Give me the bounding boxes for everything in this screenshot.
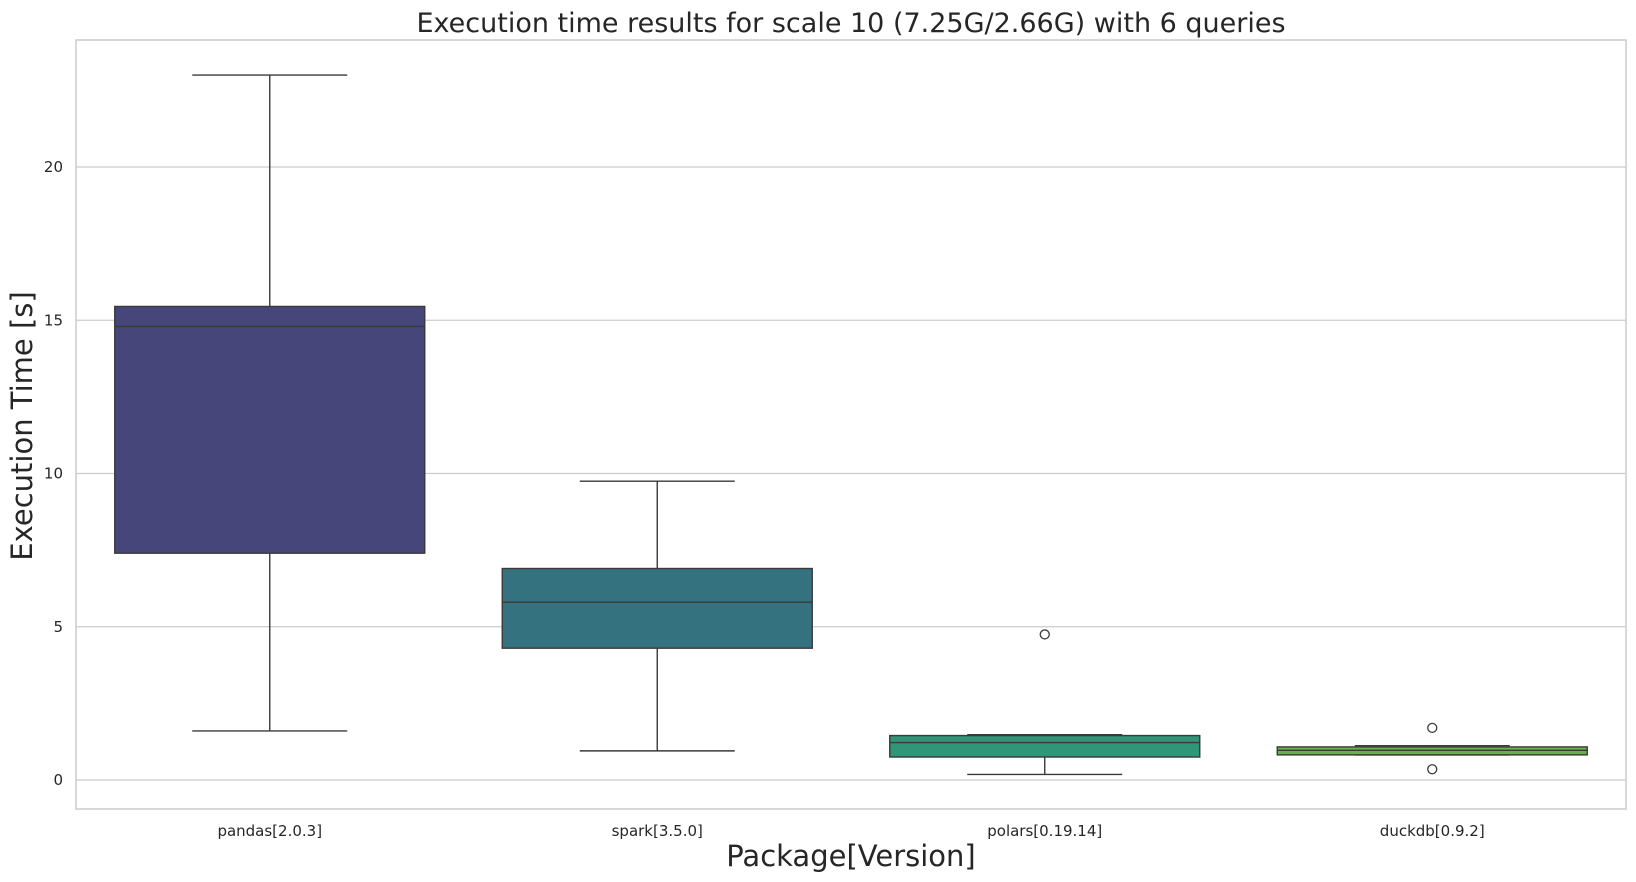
outlier-point xyxy=(1427,722,1438,734)
y-tick-label: 15 xyxy=(44,311,63,329)
x-tick-label: polars[0.19.14] xyxy=(987,822,1102,840)
box-body xyxy=(889,734,1201,758)
plot-frame xyxy=(75,39,1627,810)
box-body xyxy=(501,567,813,649)
y-axis-label: Execution Time [s] xyxy=(5,291,39,560)
box-1 xyxy=(501,480,813,752)
y-tick-label: 20 xyxy=(44,158,63,176)
x-tick-label: duckdb[0.9.2] xyxy=(1380,822,1485,840)
y-tick-label: 10 xyxy=(44,465,63,483)
y-tick-label: 0 xyxy=(53,771,63,789)
outlier-point xyxy=(1427,764,1438,775)
x-tick-labels: pandas[2.0.3] spark[3.5.0] polars[0.19.14]… xyxy=(217,822,1484,840)
box-body xyxy=(114,305,426,554)
x-tick-label: pandas[2.0.3] xyxy=(217,822,322,840)
chart-title: Execution time results for scale 10 (7.2… xyxy=(416,8,1285,39)
box-0 xyxy=(114,74,426,732)
boxes xyxy=(114,74,1588,776)
outlier-point xyxy=(1039,629,1050,640)
y-tick-labels: 0 5 10 15 20 xyxy=(44,158,63,789)
x-axis-label: Package[Version] xyxy=(726,839,975,873)
x-tick-label: spark[3.5.0] xyxy=(612,822,703,840)
box-3 xyxy=(1276,722,1588,775)
y-tick-label: 5 xyxy=(53,618,63,636)
box-2 xyxy=(889,629,1201,776)
